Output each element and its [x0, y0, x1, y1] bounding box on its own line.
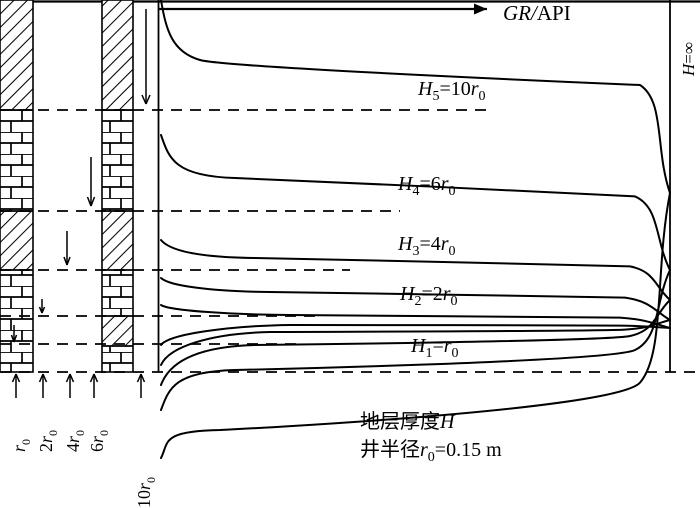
svg-text:2r0: 2r0: [36, 430, 60, 452]
svg-text:H4=6r0: H4=6r0: [397, 173, 456, 199]
svg-text:井半径r0=0.15 m: 井半径r0=0.15 m: [360, 438, 502, 465]
svg-text:10r0: 10r0: [134, 477, 158, 508]
svg-text:r0: r0: [9, 439, 33, 452]
svg-text:H5=10r0: H5=10r0: [417, 78, 486, 104]
svg-text:4r0: 4r0: [63, 430, 87, 452]
svg-text:H=∞: H=∞: [679, 42, 698, 77]
svg-text:地层厚度H: 地层厚度H: [360, 410, 456, 433]
svg-text:H1=r0: H1=r0: [410, 335, 459, 361]
svg-text:6r0: 6r0: [87, 430, 111, 452]
svg-text:H3=4r0: H3=4r0: [397, 233, 456, 259]
svg-text:H2=2r0: H2=2r0: [399, 283, 458, 309]
